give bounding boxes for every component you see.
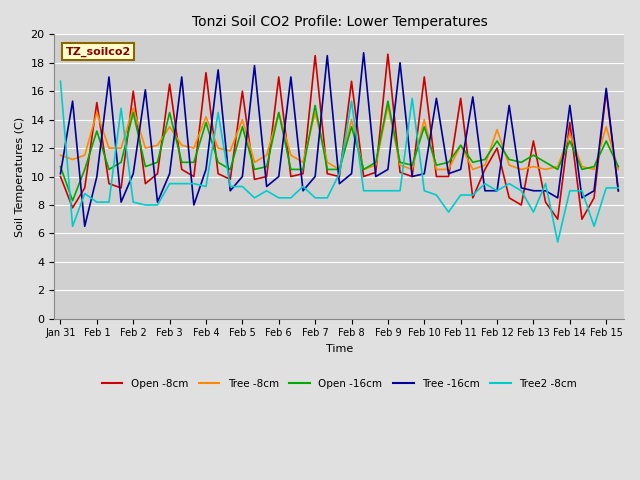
X-axis label: Time: Time — [326, 344, 353, 354]
Title: Tonzi Soil CO2 Profile: Lower Temperatures: Tonzi Soil CO2 Profile: Lower Temperatur… — [191, 15, 487, 29]
Legend: Open -8cm, Tree -8cm, Open -16cm, Tree -16cm, Tree2 -8cm: Open -8cm, Tree -8cm, Open -16cm, Tree -… — [97, 375, 581, 393]
Text: TZ_soilco2: TZ_soilco2 — [66, 46, 131, 57]
Y-axis label: Soil Temperatures (C): Soil Temperatures (C) — [15, 117, 25, 237]
